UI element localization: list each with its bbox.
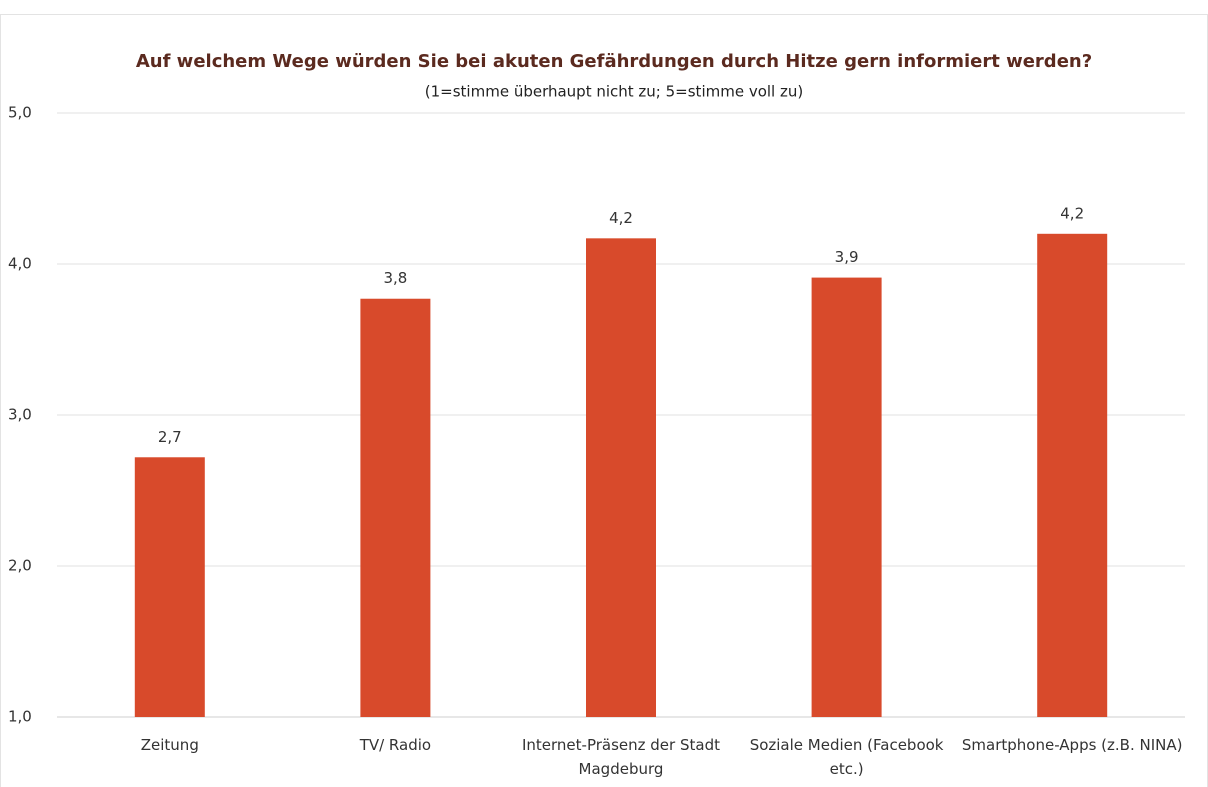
data-label: 4,2 [609, 209, 633, 227]
data-label: 2,7 [158, 428, 182, 446]
chart-subtitle: (1=stimme überhaupt nicht zu; 5=stimme v… [425, 83, 803, 101]
bar [360, 298, 431, 717]
bar [811, 277, 882, 717]
data-label: 3,9 [835, 248, 859, 266]
data-label: 4,2 [1060, 204, 1084, 222]
data-label: 3,8 [383, 269, 407, 287]
y-tick-label: 4,0 [8, 255, 32, 273]
x-tick-label: Smartphone-Apps (z.B. NINA) [961, 736, 1183, 754]
bar [134, 457, 205, 717]
x-tick-label: TV/ Radio [359, 736, 432, 754]
bar [586, 238, 656, 717]
y-tick-label: 5,0 [8, 104, 32, 122]
chart-title: Auf welchem Wege würden Sie bei akuten G… [136, 51, 1092, 72]
y-tick-label: 1,0 [8, 708, 32, 726]
x-tick-label: Soziale Medien (Facebook etc.) [749, 736, 944, 778]
bar [1037, 233, 1108, 718]
x-tick-label: Internet-Präsenz der Stadt Magdeburg [521, 736, 720, 778]
y-tick-label: 3,0 [8, 406, 32, 424]
x-tick-label: Zeitung [140, 736, 199, 754]
y-tick-label: 2,0 [8, 557, 32, 575]
